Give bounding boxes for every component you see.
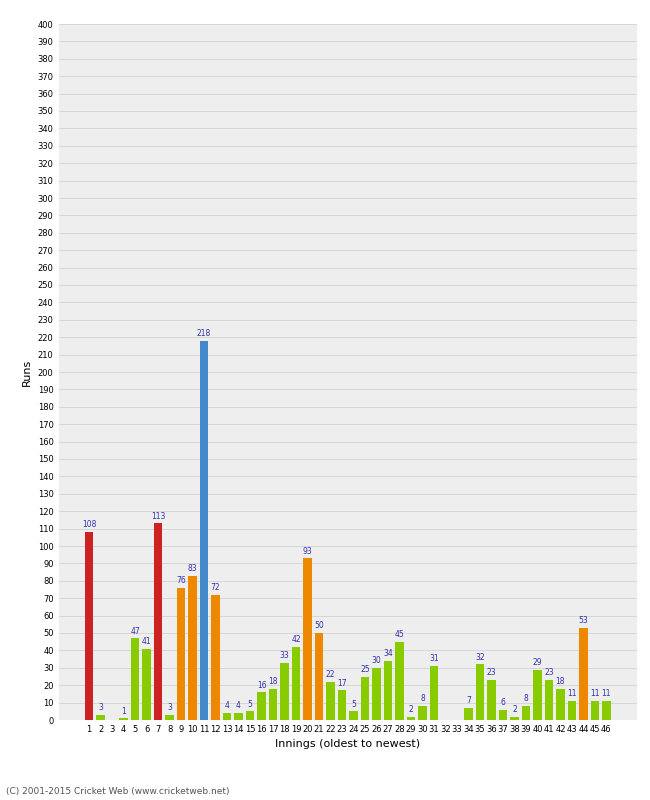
Text: (C) 2001-2015 Cricket Web (www.cricketweb.net): (C) 2001-2015 Cricket Web (www.cricketwe… — [6, 787, 230, 796]
Text: 29: 29 — [532, 658, 542, 667]
Text: 22: 22 — [326, 670, 335, 679]
Bar — [521, 706, 530, 720]
Text: 18: 18 — [268, 677, 278, 686]
Bar — [349, 711, 358, 720]
Bar — [361, 677, 369, 720]
Bar — [154, 523, 162, 720]
Bar — [120, 718, 128, 720]
Text: 45: 45 — [395, 630, 404, 639]
Text: 113: 113 — [151, 512, 165, 521]
X-axis label: Innings (oldest to newest): Innings (oldest to newest) — [275, 739, 421, 750]
Text: 17: 17 — [337, 679, 347, 688]
Bar — [384, 661, 393, 720]
Text: 108: 108 — [82, 521, 96, 530]
Text: 4: 4 — [236, 702, 241, 710]
Bar — [602, 701, 611, 720]
Bar — [257, 692, 266, 720]
Bar — [338, 690, 346, 720]
Bar — [165, 714, 174, 720]
Bar — [223, 713, 231, 720]
Bar — [556, 689, 565, 720]
Text: 23: 23 — [544, 668, 554, 678]
Text: 47: 47 — [130, 626, 140, 636]
Bar — [142, 649, 151, 720]
Bar — [464, 708, 473, 720]
Text: 4: 4 — [225, 702, 229, 710]
Bar — [407, 717, 415, 720]
Bar — [234, 713, 243, 720]
Text: 30: 30 — [372, 656, 382, 665]
Bar — [579, 628, 588, 720]
Text: 50: 50 — [314, 622, 324, 630]
Bar — [395, 642, 404, 720]
Bar — [510, 717, 519, 720]
Text: 7: 7 — [466, 696, 471, 706]
Text: 31: 31 — [429, 654, 439, 663]
Text: 2: 2 — [512, 705, 517, 714]
Bar — [268, 689, 278, 720]
Text: 2: 2 — [409, 705, 413, 714]
Text: 25: 25 — [360, 665, 370, 674]
Text: 93: 93 — [303, 546, 313, 555]
Bar — [591, 701, 599, 720]
Bar — [487, 680, 496, 720]
Bar — [131, 638, 139, 720]
Text: 42: 42 — [291, 635, 301, 644]
Text: 3: 3 — [98, 703, 103, 712]
Bar — [499, 710, 507, 720]
Bar — [200, 341, 209, 720]
Text: 33: 33 — [280, 651, 289, 660]
Text: 218: 218 — [197, 329, 211, 338]
Bar — [326, 682, 335, 720]
Text: 8: 8 — [523, 694, 528, 703]
Bar — [292, 647, 300, 720]
Bar — [430, 666, 438, 720]
Text: 53: 53 — [578, 616, 588, 625]
Bar — [372, 668, 381, 720]
Text: 34: 34 — [383, 650, 393, 658]
Text: 32: 32 — [475, 653, 485, 662]
Bar — [303, 558, 312, 720]
Text: 11: 11 — [602, 690, 611, 698]
Bar — [246, 711, 254, 720]
Text: 72: 72 — [211, 583, 220, 592]
Text: 16: 16 — [257, 681, 266, 690]
Bar — [211, 594, 220, 720]
Bar — [533, 670, 541, 720]
Text: 8: 8 — [420, 694, 425, 703]
Bar — [418, 706, 427, 720]
Text: 3: 3 — [167, 703, 172, 712]
Text: 1: 1 — [121, 706, 126, 716]
Text: 11: 11 — [590, 690, 600, 698]
Bar — [476, 664, 484, 720]
Text: 76: 76 — [176, 576, 186, 585]
Text: 5: 5 — [351, 700, 356, 709]
Bar — [188, 575, 197, 720]
Bar — [567, 701, 576, 720]
Y-axis label: Runs: Runs — [22, 358, 32, 386]
Bar — [84, 532, 94, 720]
Bar — [315, 633, 323, 720]
Text: 41: 41 — [142, 637, 151, 646]
Bar — [177, 588, 185, 720]
Text: 6: 6 — [500, 698, 505, 707]
Bar — [96, 714, 105, 720]
Text: 11: 11 — [567, 690, 577, 698]
Text: 5: 5 — [248, 700, 252, 709]
Text: 83: 83 — [188, 564, 198, 573]
Bar — [280, 662, 289, 720]
Text: 18: 18 — [556, 677, 565, 686]
Text: 23: 23 — [487, 668, 496, 678]
Bar — [545, 680, 553, 720]
